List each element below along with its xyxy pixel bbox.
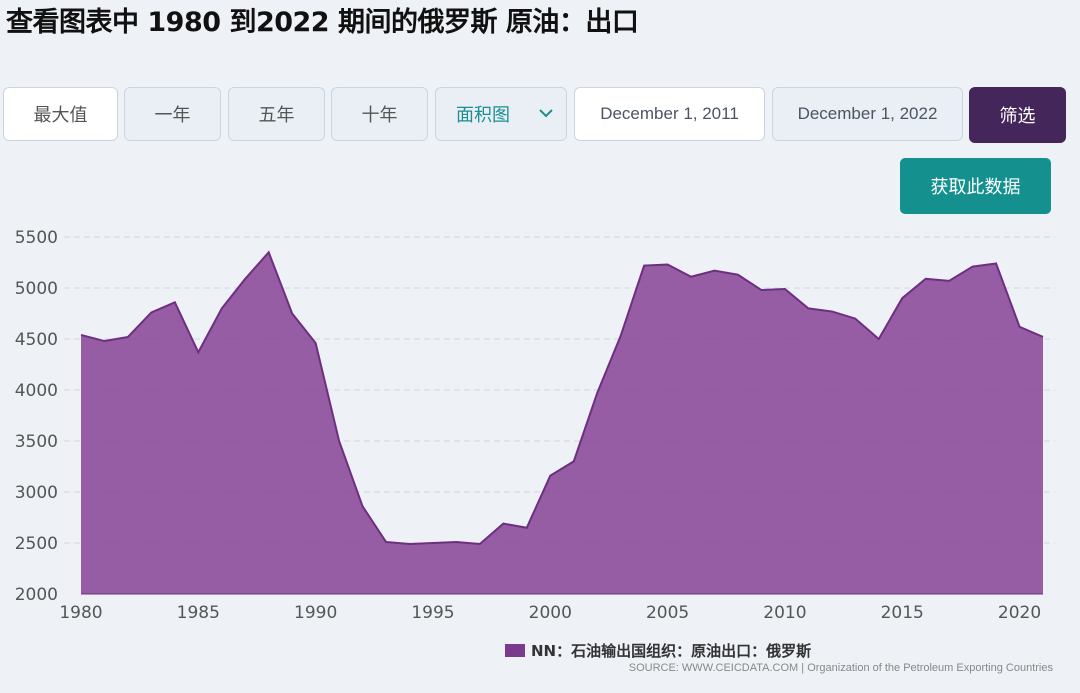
data-point (314, 341, 318, 345)
x-tick-label: 2015 (881, 603, 924, 623)
source-note: SOURCE: WWW.CEICDATA.COM | Organization … (628, 662, 1053, 674)
data-point (619, 334, 623, 338)
x-tick-label: 2000 (529, 603, 572, 623)
data-point (196, 350, 200, 354)
data-point (1041, 335, 1045, 339)
data-point (713, 269, 717, 273)
data-point (572, 459, 576, 463)
data-point (806, 306, 810, 310)
data-point (243, 277, 247, 281)
data-point (642, 264, 646, 268)
range-5y-button[interactable]: 五年 (228, 87, 325, 141)
x-tick-label: 2005 (646, 603, 689, 623)
range-max-button[interactable]: 最大值 (3, 87, 118, 141)
y-tick-label: 3000 (15, 483, 58, 503)
data-point (853, 317, 857, 321)
data-point (783, 287, 787, 291)
data-point (173, 300, 177, 304)
y-tick-label: 4500 (15, 330, 58, 350)
data-point (525, 526, 529, 530)
y-tick-label: 4000 (15, 381, 58, 401)
data-point (361, 504, 365, 508)
x-tick-label: 2010 (763, 603, 806, 623)
data-point (454, 540, 458, 544)
legend-swatch (505, 644, 525, 657)
data-point (384, 540, 388, 544)
data-point (994, 262, 998, 266)
date-to-input[interactable]: December 1, 2022 (772, 87, 963, 141)
y-tick-label: 2500 (15, 534, 58, 554)
data-point (595, 391, 599, 395)
data-point (501, 522, 505, 526)
data-point (759, 288, 763, 292)
data-point (666, 263, 670, 267)
data-point (126, 335, 130, 339)
x-tick-label: 1985 (177, 603, 220, 623)
get-data-button[interactable]: 获取此数据 (900, 158, 1051, 214)
data-point (102, 339, 106, 343)
data-point (478, 542, 482, 546)
chevron-down-icon (539, 109, 553, 118)
data-point (407, 542, 411, 546)
data-point (149, 310, 153, 314)
date-from-input[interactable]: December 1, 2011 (574, 87, 765, 141)
data-point (220, 306, 224, 310)
area-chart: 2000 2500 3000 3500 4000 4500 5000 5500 1980 1985… (15, 228, 1055, 623)
page-title: 查看图表中 1980 到2022 期间的俄罗斯 原油：出口 (6, 7, 639, 38)
data-point (947, 279, 951, 283)
data-point (267, 250, 271, 254)
data-point (877, 337, 881, 341)
data-point (924, 277, 928, 281)
data-point (548, 474, 552, 478)
data-point (830, 309, 834, 313)
y-tick-label: 2000 (15, 585, 58, 605)
chart-type-value: 面积图 (456, 105, 510, 126)
series-area (81, 252, 1043, 595)
data-point (431, 541, 435, 545)
x-tick-label: 1990 (294, 603, 337, 623)
x-tick-label: 1980 (59, 603, 102, 623)
data-point (971, 265, 975, 269)
legend-label: NN：石油输出国组织：原油出口：俄罗斯 (531, 642, 812, 660)
y-tick-label: 5500 (15, 228, 58, 248)
chart-legend: NN：石油输出国组织：原油出口：俄罗斯 (505, 640, 811, 661)
y-tick-label: 3500 (15, 432, 58, 452)
data-point (79, 333, 83, 337)
chart-type-select[interactable]: 面积图 (435, 87, 567, 141)
range-1y-button[interactable]: 一年 (124, 87, 221, 141)
data-point (337, 439, 341, 443)
data-point (689, 275, 693, 279)
filter-button[interactable]: 筛选 (969, 87, 1066, 143)
data-point (1018, 325, 1022, 329)
y-tick-label: 5000 (15, 279, 58, 299)
x-tick-label: 2020 (998, 603, 1041, 623)
data-point (290, 312, 294, 316)
data-point (736, 273, 740, 277)
data-point (900, 296, 904, 300)
series-line (80, 250, 1044, 546)
x-tick-label: 1995 (411, 603, 454, 623)
range-10y-button[interactable]: 十年 (331, 87, 428, 141)
